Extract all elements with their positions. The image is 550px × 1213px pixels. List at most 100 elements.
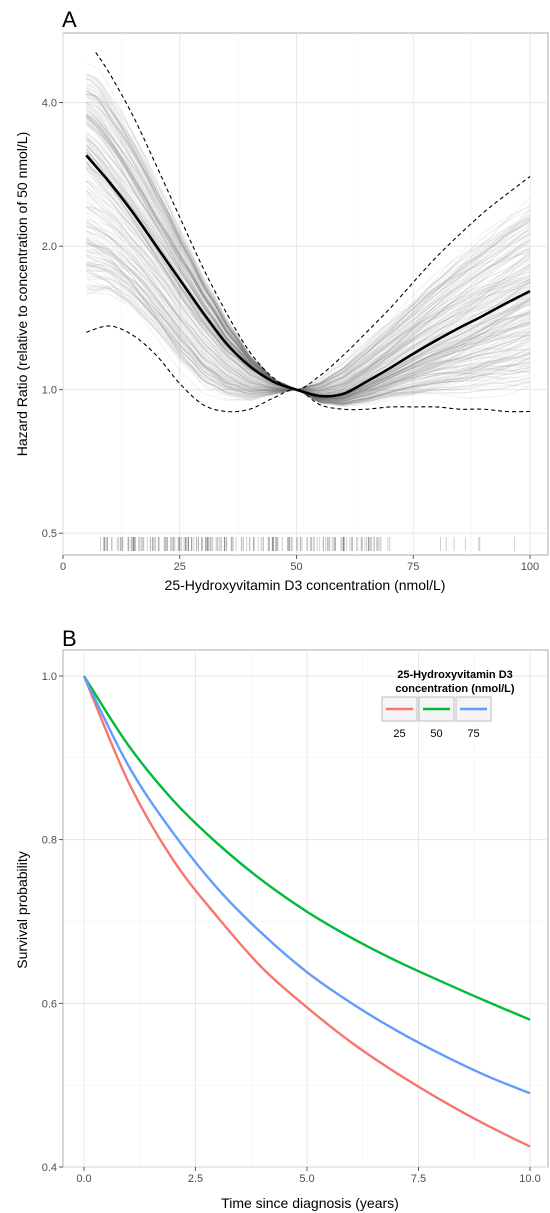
bootstrap-curve: [86, 205, 531, 391]
bootstrap-curve: [86, 206, 531, 391]
bootstrap-curve: [86, 113, 531, 392]
bootstrap-curve: [86, 236, 531, 391]
legend-label: 75: [467, 728, 479, 740]
bootstrap-curve: [86, 109, 531, 391]
legend-label: 50: [430, 728, 442, 740]
bootstrap-curve: [86, 101, 531, 403]
bootstrap-curve: [86, 238, 531, 391]
bootstrap-curve: [86, 93, 531, 404]
bootstrap-curve: [85, 115, 531, 391]
bootstrap-curve: [86, 239, 531, 393]
bootstrap-curve: [85, 140, 531, 391]
bootstrap-curve: [86, 244, 531, 403]
bootstrap-curve: [86, 217, 531, 394]
bootstrap-curve: [85, 115, 531, 391]
y-tick-label: 1.0: [42, 671, 57, 683]
survival-line-50: [82, 675, 531, 1021]
bootstrap-curve: [86, 110, 531, 391]
panel-a-rug: [100, 537, 515, 551]
bootstrap-curve: [86, 264, 531, 403]
bootstrap-curve: [85, 190, 531, 392]
bootstrap-curve: [86, 165, 531, 391]
panel-a-x-ticks: 0 25 50 75 100: [60, 555, 539, 573]
bootstrap-curve: [86, 217, 531, 393]
bootstrap-curve: [85, 180, 531, 391]
bootstrap-curve: [85, 141, 531, 391]
bootstrap-curve: [86, 241, 531, 403]
y-tick-label: 1.0: [42, 385, 57, 397]
bootstrap-curve: [86, 217, 531, 392]
panel-a-y-axis-title: Hazard Ratio (relative to concentration …: [14, 132, 30, 457]
bootstrap-curve: [85, 121, 531, 391]
bootstrap-curve: [86, 239, 531, 398]
bootstrap-curve: [86, 249, 531, 395]
y-tick-label: 4.0: [42, 98, 57, 110]
bootstrap-curve: [86, 207, 531, 405]
bootstrap-curve: [86, 249, 531, 391]
bootstrap-curve: [86, 242, 531, 391]
survival-line-75: [82, 675, 531, 1095]
panel-b-grid: [63, 650, 548, 1168]
bootstrap-curve: [86, 102, 531, 402]
x-tick-label: 100: [521, 561, 539, 573]
bootstrap-curve: [85, 152, 531, 402]
bootstrap-curve: [85, 213, 531, 391]
bootstrap-curve: [86, 226, 531, 391]
bootstrap-curve: [86, 265, 531, 394]
bootstrap-curve: [86, 75, 531, 391]
bootstrap-curve: [85, 149, 531, 391]
bootstrap-curve: [86, 270, 531, 405]
bootstrap-curve: [85, 163, 531, 391]
bootstrap-curve: [86, 83, 531, 394]
bootstrap-curve: [86, 114, 531, 391]
bootstrap-curve: [86, 94, 531, 395]
panel-b-x-ticks: 0.0 2.5 5.0 7.5 10.0: [76, 1167, 541, 1185]
survival-line-25: [82, 675, 531, 1148]
bootstrap-curve: [86, 249, 531, 393]
bootstrap-curve: [86, 78, 531, 391]
bootstrap-curve: [86, 223, 531, 394]
bootstrap-curve: [86, 73, 531, 391]
bootstrap-curve: [86, 90, 531, 391]
y-tick-label: 0.4: [42, 1162, 57, 1174]
bootstrap-curve: [86, 232, 531, 404]
panel-a-letter: A: [62, 7, 77, 32]
bootstrap-curve: [85, 144, 531, 404]
x-tick-label: 0.0: [76, 1173, 91, 1185]
bootstrap-curve: [85, 144, 531, 393]
bootstrap-curve: [86, 251, 531, 392]
panel-a-x-axis-title: 25-Hydroxyvitamin D3 concentration (nmol…: [165, 577, 446, 593]
bootstrap-curve: [86, 78, 531, 393]
x-tick-label: 50: [290, 561, 302, 573]
panel-b-y-ticks: 0.4 0.6 0.8 1.0: [42, 671, 63, 1174]
bootstrap-curve: [86, 93, 531, 401]
bootstrap-curve: [86, 100, 531, 391]
bootstrap-curve: [86, 99, 531, 404]
bootstrap-curve: [85, 137, 531, 405]
bootstrap-curve: [86, 96, 531, 391]
bootstrap-curve: [86, 247, 531, 399]
panel-b-x-axis-title: Time since diagnosis (years): [221, 1195, 399, 1211]
panel-a-plot-area: [62, 32, 549, 556]
bootstrap-curve: [85, 116, 531, 391]
bootstrap-curve: [85, 180, 531, 391]
bootstrap-curve: [86, 180, 531, 402]
bootstrap-curve: [85, 173, 531, 392]
bootstrap-curve: [86, 84, 531, 391]
x-tick-label: 75: [407, 561, 419, 573]
legend-title-line-2: concentration (nmol/L): [395, 683, 515, 695]
bootstrap-curve: [85, 162, 531, 391]
bootstrap-curve: [86, 220, 531, 391]
bootstrap-curve: [85, 122, 531, 391]
bootstrap-curve: [85, 164, 531, 403]
legend-title-line-1: 25-Hydroxyvitamin D3: [397, 669, 513, 681]
bootstrap-curve: [85, 123, 531, 402]
panel-a-y-ticks: 0.5 1.0 2.0 4.0: [42, 98, 63, 540]
bootstrap-curve: [85, 143, 531, 392]
bootstrap-curve: [85, 148, 531, 403]
panel-b-letter: B: [62, 626, 77, 651]
upper-bound-line: [95, 52, 531, 391]
bootstrap-curve: [85, 76, 531, 394]
bootstrap-curve: [85, 134, 531, 391]
